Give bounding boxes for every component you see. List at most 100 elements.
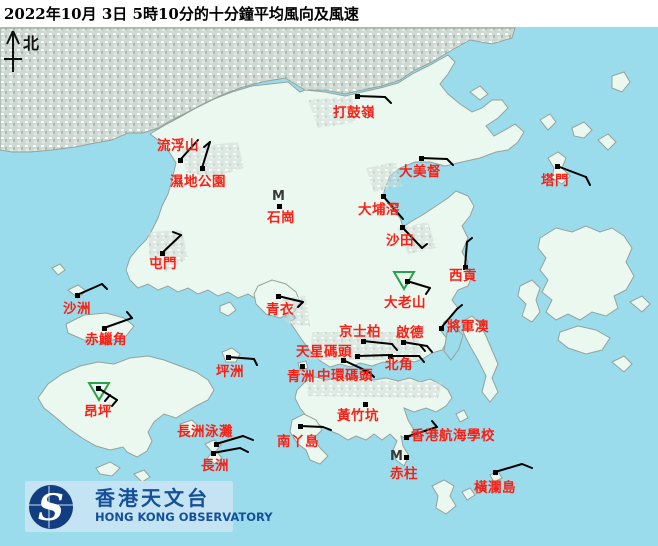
station-label[interactable]: 沙田 — [386, 233, 414, 249]
wind-barb-feather — [391, 343, 398, 351]
wind-barb-feather — [585, 176, 591, 186]
station-dot — [300, 364, 305, 369]
wind-barb-shaft — [405, 426, 438, 438]
station-label[interactable]: 橫瀾島 — [474, 479, 516, 496]
wind-barb-feather — [111, 399, 118, 407]
station-label[interactable]: 大老山 — [384, 294, 426, 311]
wind-barb-shaft — [406, 280, 431, 289]
island-po-toi — [431, 479, 457, 515]
station-dot — [211, 451, 216, 456]
station-label[interactable]: 濕地公園 — [170, 173, 226, 190]
wind-barb-shaft — [161, 234, 182, 254]
station-label[interactable]: 北角 — [385, 356, 413, 373]
station-dot — [96, 386, 101, 391]
island-hei-ling-chau — [179, 419, 201, 437]
wind-barb-shaft — [76, 283, 103, 296]
islet — [611, 355, 633, 373]
peninsula-clear-water-bay — [461, 315, 499, 403]
logo-chinese: 香港天文台 — [95, 486, 210, 510]
wind-barb-shaft — [356, 95, 386, 98]
wind-barb-shaft — [401, 226, 423, 249]
wind-barb-feather — [172, 231, 182, 236]
station-dot — [404, 435, 409, 440]
station-label[interactable]: 昂坪 — [84, 404, 112, 420]
wind-barb-shaft — [440, 308, 458, 329]
station-label[interactable]: 赤柱 — [390, 465, 418, 482]
logo-english: HONG KONG OBSERVATORY — [95, 510, 273, 524]
map-mainland — [125, 54, 525, 368]
north-label: 北 — [23, 34, 39, 53]
station-dot — [419, 156, 424, 161]
logo-background — [25, 481, 233, 532]
wind-barb-feather — [104, 394, 111, 402]
map-shenzhen — [0, 27, 516, 153]
islet — [597, 133, 617, 151]
islet — [461, 487, 476, 501]
wind-barb-feather — [242, 435, 254, 441]
station-label[interactable]: 南丫島 — [277, 433, 319, 450]
station-label[interactable]: 坪洲 — [216, 364, 244, 380]
station-label[interactable]: 大美督 — [399, 163, 441, 180]
station-label[interactable]: 流浮山 — [157, 137, 199, 154]
station-label[interactable]: 赤鱲角 — [85, 331, 127, 348]
station-label[interactable]: 青洲 — [287, 368, 315, 385]
station-label[interactable]: 石崗 — [266, 209, 295, 226]
island-high-island — [557, 325, 611, 355]
hko-logo[interactable]: S 香港天文台 HONG KONG OBSERVATORY — [25, 481, 273, 532]
station-label[interactable]: 長洲 — [201, 458, 229, 474]
islet — [95, 461, 121, 477]
wind-barb-feather — [126, 311, 133, 319]
station-label[interactable]: 天星碼頭 — [296, 344, 352, 360]
wind-barb-feather — [446, 158, 454, 166]
wind-barb-feather — [322, 426, 332, 431]
station-label[interactable]: 大埔滘 — [358, 201, 400, 218]
main-station-m-symbol: M — [272, 189, 285, 204]
station-label[interactable]: 中環碼頭 — [317, 367, 373, 384]
station-dot — [400, 225, 405, 230]
station-dot — [401, 340, 406, 345]
station-label[interactable]: 長洲泳灘 — [177, 423, 233, 440]
station-label[interactable]: 塔門 — [541, 172, 569, 189]
station-dot — [102, 326, 107, 331]
station-dot — [439, 326, 444, 331]
wind-barb-shaft — [556, 165, 587, 178]
station-label[interactable]: 將軍澳 — [447, 318, 489, 335]
wind-barb-shaft — [215, 435, 244, 445]
wind-barb-feather — [419, 344, 426, 352]
title-band — [0, 0, 658, 27]
wind-barb-shaft — [362, 340, 393, 345]
wind-barb-feather — [368, 371, 375, 378]
station-label[interactable]: 黃竹坑 — [336, 407, 379, 424]
wind-barb-shaft — [212, 447, 241, 454]
wind-barb-feather — [101, 283, 108, 290]
wind-barb-feather — [203, 141, 211, 148]
logo-s-glyph: S — [38, 487, 64, 529]
island-ma-wan — [219, 301, 237, 317]
station-label[interactable]: 沙洲 — [63, 301, 91, 317]
station-label[interactable]: 香港航海學校 — [410, 427, 495, 444]
main-station-m-symbol: M — [390, 449, 403, 464]
wind-barb-shaft — [103, 317, 133, 329]
wind-barb-feather — [421, 243, 428, 249]
station-label[interactable]: 京士柏 — [339, 323, 381, 340]
wind-barb-shaft — [402, 341, 428, 347]
station-label[interactable]: 屯門 — [149, 255, 177, 272]
station-dot — [493, 470, 498, 475]
station-dot — [276, 294, 281, 299]
station-label[interactable]: 西貢 — [449, 268, 477, 284]
station-label[interactable]: 打鼓嶺 — [333, 104, 375, 121]
wind-barb-shaft — [356, 354, 390, 357]
station-dot — [361, 339, 366, 344]
wind-barb-shaft — [464, 241, 468, 268]
station-label[interactable]: 青衣 — [266, 301, 294, 318]
station-dot — [363, 402, 368, 407]
wind-barb-shaft — [201, 141, 211, 169]
station-dot — [388, 354, 393, 359]
wind-barb-feather — [426, 345, 433, 353]
station-label[interactable]: 啟德 — [396, 324, 424, 341]
wind-barb-feather — [253, 358, 258, 366]
islet — [539, 113, 557, 131]
wind-barb-shaft — [420, 157, 448, 160]
